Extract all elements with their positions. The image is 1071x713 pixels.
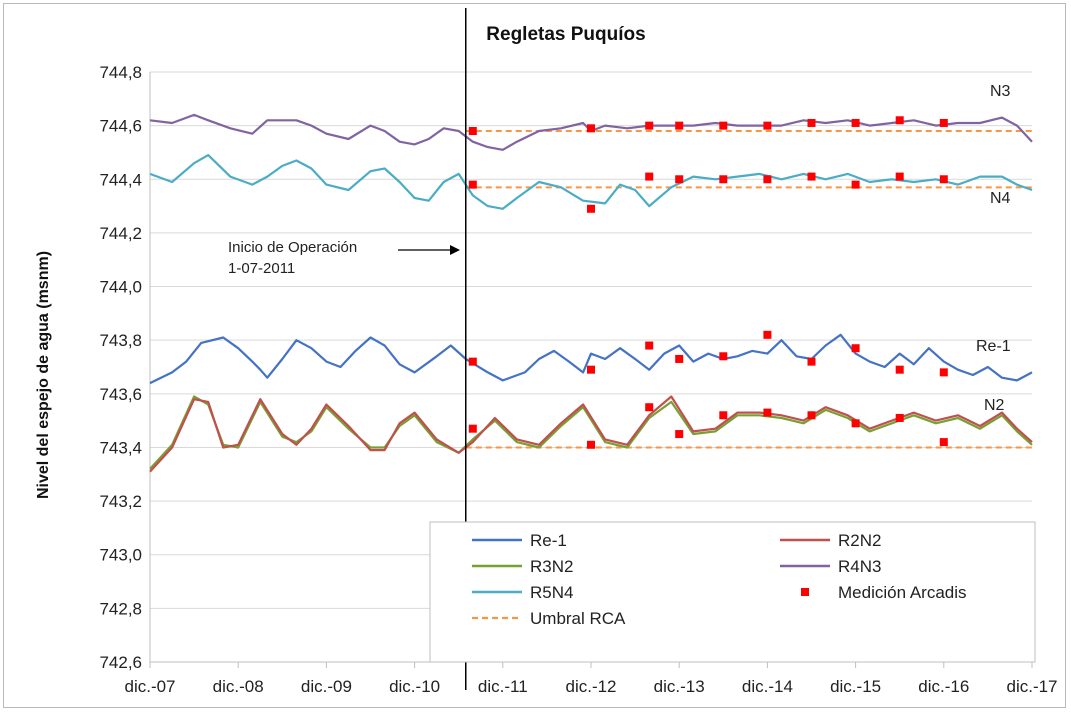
legend-swatch: [801, 588, 809, 596]
annotation-arrow: [398, 245, 460, 255]
x-tick-label: dic.-12: [565, 677, 616, 696]
measurement-point: [807, 118, 816, 127]
series-line-r4n3: [149, 113, 1033, 151]
measurement-point: [895, 116, 904, 125]
y-tick-label: 743,6: [99, 385, 142, 404]
measurement-point: [939, 118, 948, 127]
measurement-point: [807, 172, 816, 181]
legend-label: R2N2: [838, 531, 881, 550]
y-tick-label: 744,8: [99, 63, 142, 82]
y-tick-label: 744,6: [99, 117, 142, 136]
measurement-point: [851, 344, 860, 353]
legend-label: R4N3: [838, 557, 881, 576]
y-tick-label: 743,0: [99, 546, 142, 565]
y-tick-label: 744,4: [99, 170, 142, 189]
series-line-r2n2: [149, 395, 1033, 473]
measurement-point: [719, 175, 728, 184]
series-label: N4: [990, 190, 1011, 207]
legend-label: R3N2: [530, 557, 573, 576]
measurement-point: [851, 180, 860, 189]
measurement-point: [719, 352, 728, 361]
measurement-point: [645, 341, 654, 350]
measurement-point: [468, 357, 477, 366]
measurement-point: [851, 118, 860, 127]
annotation-line-1: Inicio de Operación: [228, 239, 357, 256]
measurement-point: [468, 424, 477, 433]
legend-label: R5N4: [530, 583, 573, 602]
series-line-re-1: [149, 333, 1033, 385]
x-tick-label: dic.-14: [742, 677, 793, 696]
measurement-point: [763, 121, 772, 130]
measurement-point: [645, 172, 654, 181]
x-tick-label: dic.-09: [301, 677, 352, 696]
measurement-point: [895, 365, 904, 374]
measurement-point: [587, 204, 595, 213]
series-label: N3: [990, 83, 1011, 100]
series-line-r5n4: [149, 154, 1033, 210]
series-lines: [149, 113, 1033, 473]
measurement-markers: [468, 116, 948, 449]
measurement-point: [675, 175, 684, 184]
x-tick-label: dic.-07: [124, 677, 175, 696]
measurement-point: [807, 411, 816, 420]
measurement-point: [763, 408, 772, 417]
legend-label: Re-1: [530, 531, 567, 550]
x-tick-label: dic.-17: [1006, 677, 1057, 696]
legend: Re-1 R2N2 R3N2 R4N3 R5N4 Medición Arcadis Umbr…: [429, 521, 1036, 663]
measurement-point: [587, 124, 595, 133]
y-tick-label: 744,0: [99, 278, 142, 297]
measurement-point: [675, 121, 684, 130]
measurement-point: [939, 438, 948, 447]
y-tick-label: 743,4: [99, 438, 142, 457]
x-tick-label: dic.-08: [213, 677, 264, 696]
measurement-point: [939, 175, 948, 184]
series-label: N2: [984, 397, 1005, 414]
measurement-point: [763, 330, 772, 339]
y-tick-label: 742,6: [99, 653, 142, 672]
measurement-point: [468, 180, 477, 189]
measurement-point: [895, 413, 904, 422]
y-tick-labels: 744,8 744,6 744,4 744,2 744,0 743,8 743,6 743,4…: [99, 63, 142, 672]
series-label: Re-1: [976, 338, 1011, 355]
y-axis-label: Nivel del espejo de agua (msnm): [35, 251, 52, 499]
series-end-labels: N3 N4 Re-1 N2: [976, 83, 1011, 414]
annotation-line-2: 1-07-2011: [228, 260, 295, 277]
measurement-point: [763, 175, 772, 184]
x-tick-label: dic.-10: [389, 677, 440, 696]
measurement-point: [939, 368, 948, 377]
x-tick-label: dic.-15: [830, 677, 881, 696]
measurement-point: [645, 121, 654, 130]
x-tick-label: dic.-11: [478, 677, 528, 696]
x-tick-labels: dic.-07 dic.-08 dic.-09 dic.-10 dic.-11 dic.-…: [124, 662, 1058, 696]
x-tick-label: dic.-16: [918, 677, 969, 696]
legend-label: Umbral RCA: [530, 609, 626, 628]
measurement-point: [895, 172, 904, 181]
measurement-point: [645, 403, 654, 412]
measurement-point: [719, 411, 728, 420]
measurement-point: [851, 419, 860, 428]
measurement-point: [675, 430, 684, 439]
x-tick-label: dic.-13: [654, 677, 705, 696]
measurement-point: [719, 121, 728, 130]
y-tick-label: 743,2: [99, 492, 142, 511]
legend-box: [429, 521, 1036, 663]
chart-title: Regletas Puquíos: [486, 24, 645, 45]
measurement-point: [468, 127, 477, 135]
y-tick-label: 744,2: [99, 224, 142, 243]
measurement-point: [587, 440, 595, 449]
legend-label: Medición Arcadis: [838, 583, 967, 602]
measurement-point: [675, 354, 684, 363]
measurement-point: [807, 357, 816, 366]
y-tick-label: 743,8: [99, 331, 142, 350]
measurement-point: [587, 365, 595, 374]
y-tick-label: 742,8: [99, 599, 142, 618]
